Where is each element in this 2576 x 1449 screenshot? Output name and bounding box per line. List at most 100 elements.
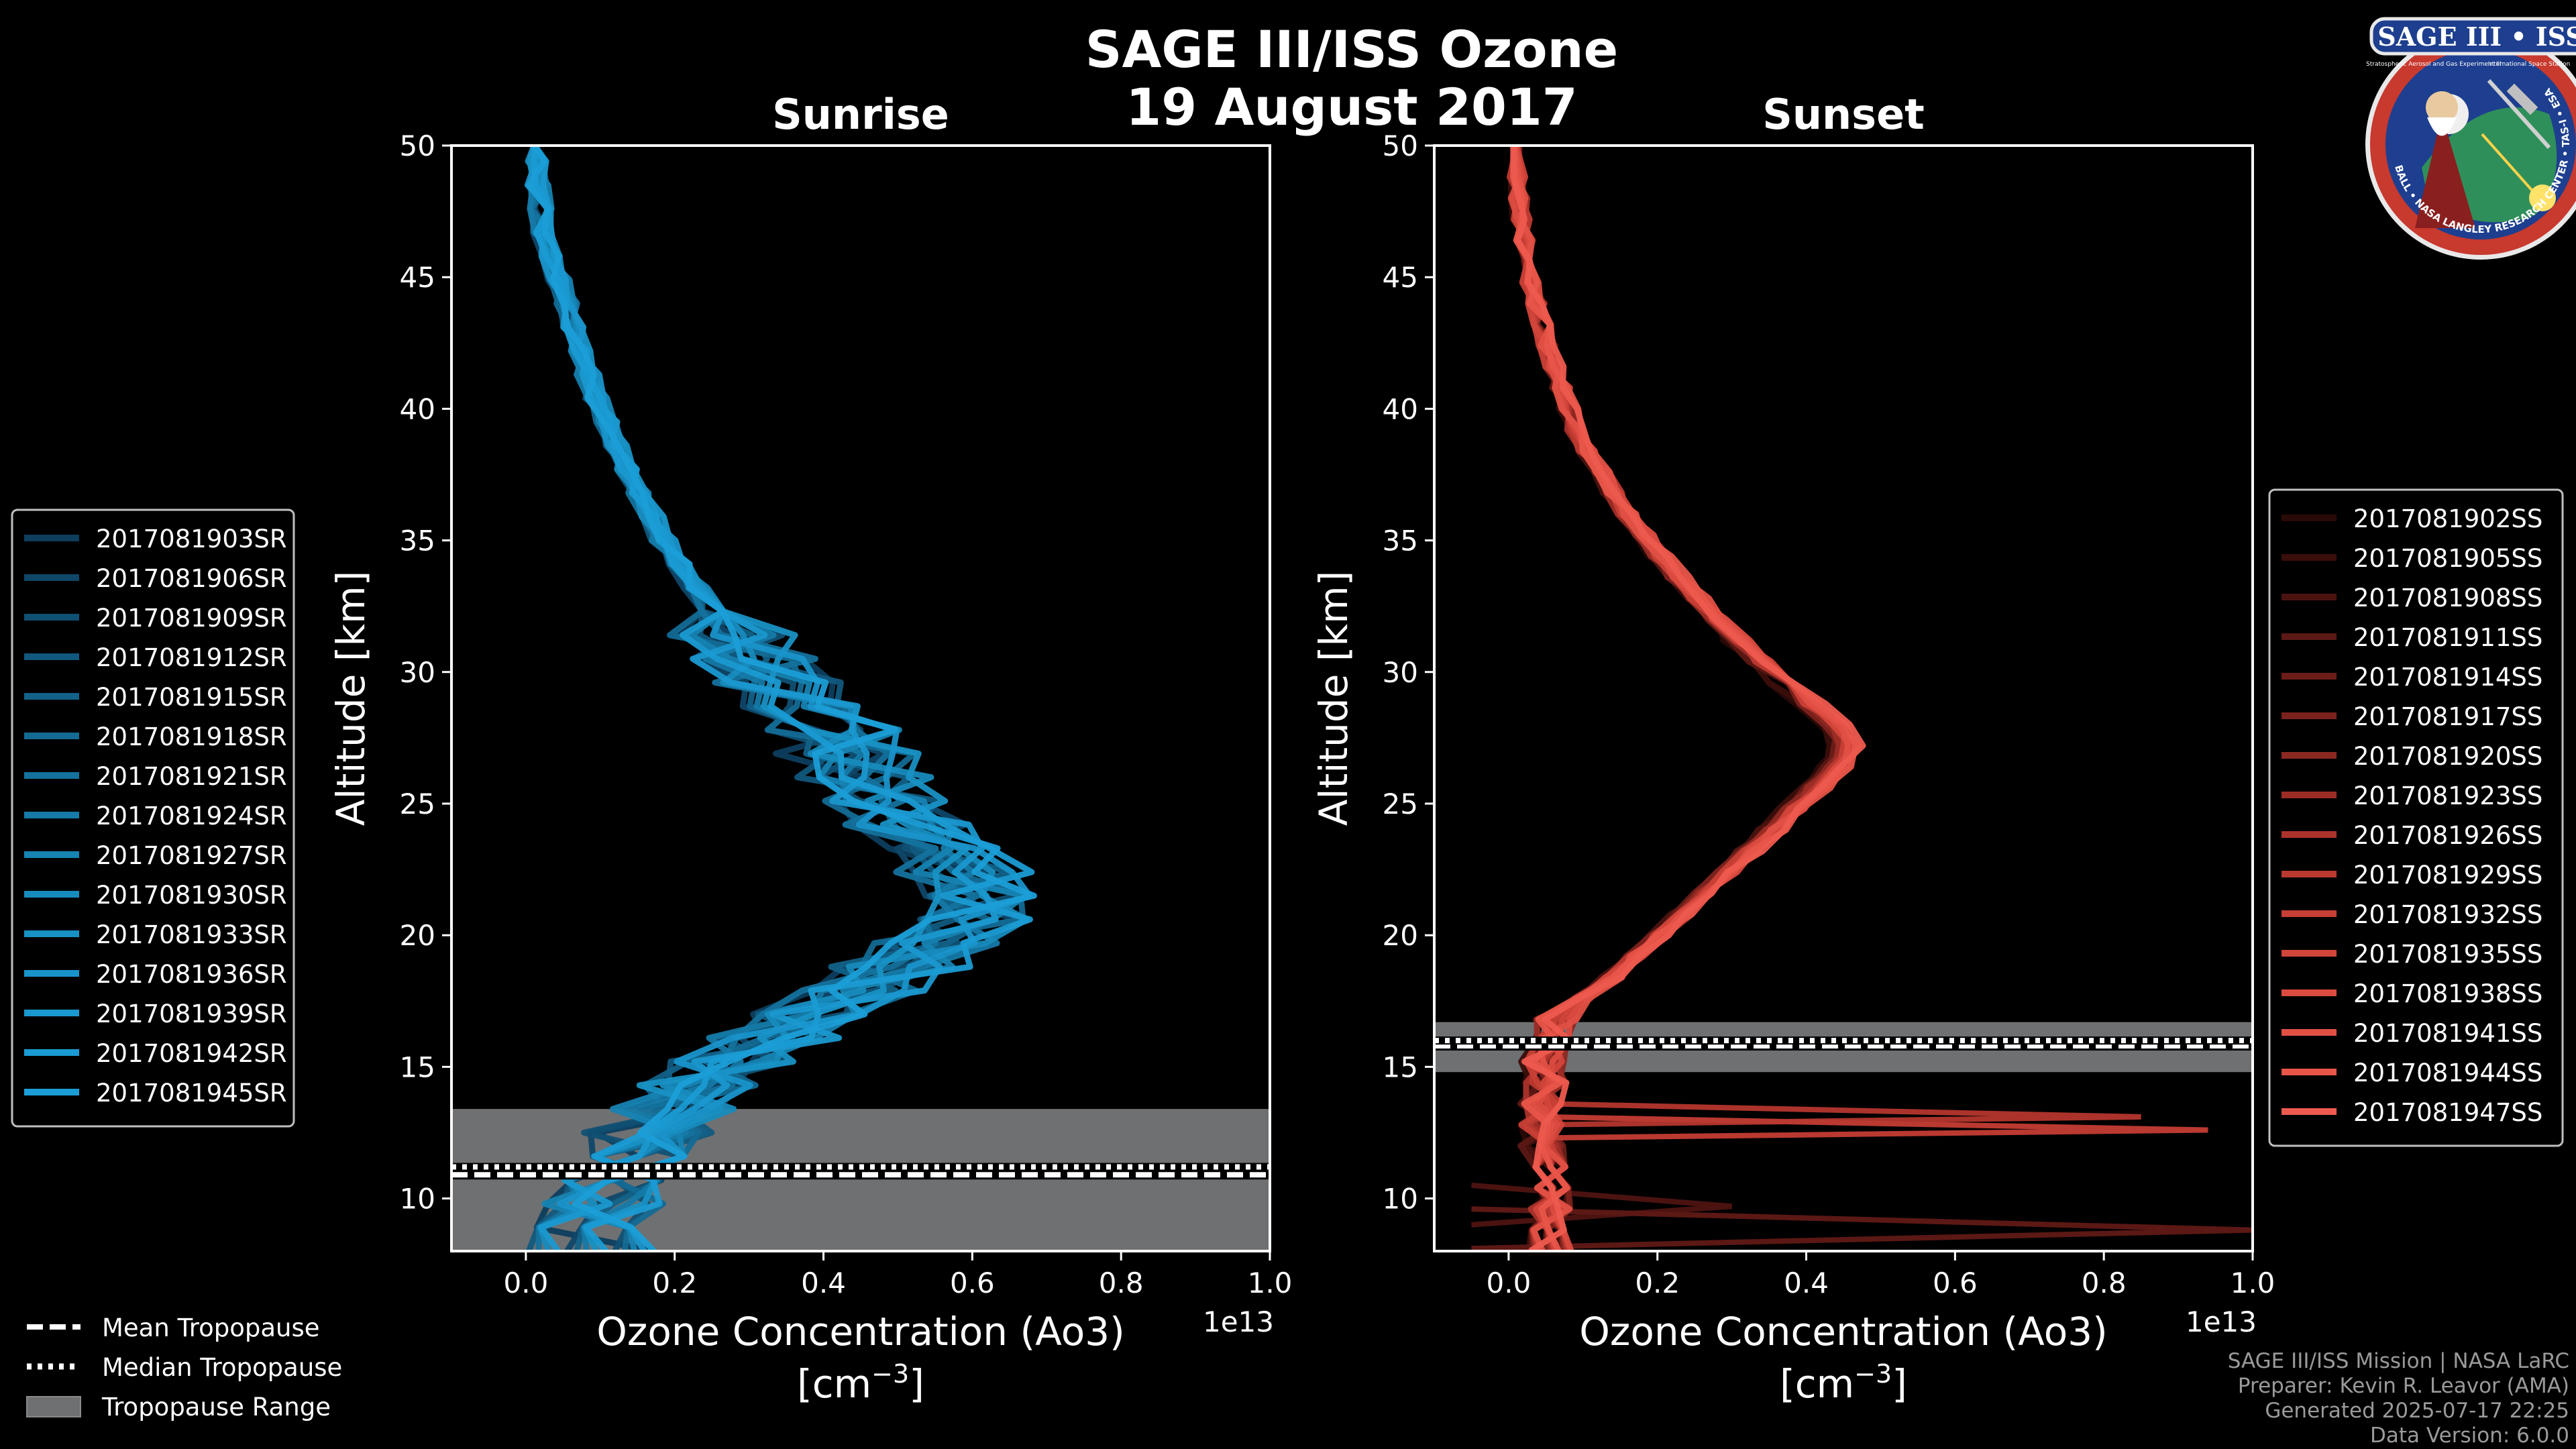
tropopause-range-swatch [26, 1396, 81, 1417]
sunrise-ytick-label-6: 40 [400, 392, 435, 425]
sunset-ytick-label-1: 15 [1383, 1051, 1418, 1083]
sunset-legend-label-2017081908SS: 2017081908SS [2353, 584, 2542, 612]
figure-subtitle: 19 August 2017 [1126, 77, 1577, 137]
sunset-ytick-label-3: 25 [1383, 788, 1418, 820]
logo-small-left: Stratospheric Aerosol and Gas Experiment… [2366, 61, 2502, 68]
sunrise-legend-label-2017081942SR: 2017081942SR [96, 1039, 287, 1068]
sunrise-legend: 2017081903SR 2017081906SR 2017081909SR 2017… [11, 508, 295, 1128]
sunset-xunits-exp: −3 [1854, 1359, 1892, 1389]
sunrise-legend-label-2017081909SR: 2017081909SR [96, 604, 287, 633]
sunrise-legend-label-2017081921SR: 2017081921SR [96, 762, 287, 791]
sunrise-xunits-close: ] [909, 1361, 924, 1407]
sunrise-legend-label-2017081903SR: 2017081903SR [96, 525, 287, 553]
sunrise-legend-label-2017081933SR: 2017081933SR [96, 920, 287, 949]
sunset-xlabel: Ozone Concentration (Ao3) [1579, 1309, 2108, 1354]
sunset-panel: Sunset 0.0 0.2 0.4 0.6 0.8 1.0 10 15 20 25 30 35 40 45… [1311, 90, 2564, 1407]
credit-generated: Generated 2025-07-17 22:25 [2265, 1399, 2569, 1423]
sunset-series-line-2017081932SS [1511, 146, 1849, 1251]
sunset-xunits-base: [cm [1780, 1361, 1854, 1407]
sunrise-legend-label-2017081936SR: 2017081936SR [96, 960, 287, 989]
sunrise-legend-label-2017081927SR: 2017081927SR [96, 841, 287, 870]
sunset-xtick-label-0: 0.0 [1487, 1267, 1532, 1299]
sunset-legend-box [2268, 488, 2564, 1147]
sunrise-series-group [524, 146, 1037, 1251]
sunrise-xunits-base: [cm [797, 1361, 871, 1407]
sunrise-xlabel: Ozone Concentration (Ao3) [596, 1309, 1125, 1354]
sunrise-panel: Sunrise 0.0 0.2 0.4 0.6 0.8 1.0 10 15 20 25 30 35 40 4… [11, 90, 1293, 1407]
sunset-panel-title: Sunset [1762, 90, 1925, 139]
sunset-legend-label-2017081914SS: 2017081914SS [2353, 663, 2542, 692]
sunset-legend-label-2017081938SS: 2017081938SS [2353, 979, 2542, 1008]
sunrise-legend-label-2017081945SR: 2017081945SR [96, 1079, 287, 1108]
sunset-legend-label-2017081905SS: 2017081905SS [2353, 544, 2542, 573]
sunrise-ytick-label-0: 10 [400, 1183, 435, 1216]
sunset-xtick-label-4: 0.8 [2082, 1267, 2127, 1299]
sunset-series-spike-2017081929SS [1546, 1114, 2208, 1141]
sunrise-xtick-label-3: 0.6 [950, 1267, 995, 1299]
sunset-xtick-label-2: 0.4 [1784, 1267, 1829, 1299]
sunset-xtick-label-1: 0.2 [1635, 1267, 1680, 1299]
figure-title: SAGE III/ISS Ozone [1085, 19, 1618, 79]
credit-mission: SAGE III/ISS Mission | NASA LaRC [2228, 1349, 2569, 1373]
sunrise-xtick-label-5: 1.0 [1248, 1267, 1293, 1299]
sunrise-legend-label-2017081939SR: 2017081939SR [96, 1000, 287, 1028]
sunset-legend-label-2017081941SS: 2017081941SS [2353, 1019, 2542, 1048]
sunset-ytick-label-0: 10 [1383, 1183, 1418, 1216]
sunset-ytick-label-4: 30 [1383, 656, 1418, 689]
sunrise-legend-box [11, 508, 295, 1128]
sunrise-ytick-label-5: 35 [400, 525, 435, 557]
sunset-legend-label-2017081902SS: 2017081902SS [2353, 504, 2542, 533]
tropopause-range-label: Tropopause Range [101, 1393, 331, 1421]
sunset-legend-label-2017081944SS: 2017081944SS [2353, 1059, 2542, 1087]
logo-small-right: International Space Station [2488, 61, 2571, 68]
sunset-ylabel: Altitude [km] [1311, 571, 1356, 826]
sunrise-axes-frame [450, 144, 1271, 1252]
sunrise-panel-title: Sunrise [772, 90, 949, 139]
sunset-axes-frame [1433, 144, 2254, 1252]
sunset-series-group [1471, 146, 2253, 1251]
sunrise-series-line-2017081936SR [524, 146, 1033, 1251]
sunset-legend-label-2017081947SS: 2017081947SS [2353, 1098, 2542, 1127]
credit-data-version: Data Version: 6.0.0 [2370, 1424, 2569, 1448]
sunset-legend: 2017081902SS 2017081905SS 2017081908SS 2017… [2268, 488, 2564, 1147]
credit-preparer: Preparer: Kevin R. Leavor (AMA) [2238, 1374, 2569, 1398]
sunset-legend-label-2017081929SS: 2017081929SS [2353, 861, 2542, 890]
sunset-xtick-label-3: 0.6 [1933, 1267, 1978, 1299]
sunset-ytick-label-6: 40 [1383, 392, 1418, 425]
sunrise-xtick-label-1: 0.2 [652, 1267, 697, 1299]
sunset-legend-label-2017081911SS: 2017081911SS [2353, 623, 2542, 652]
sunrise-xtick-label-0: 0.0 [504, 1267, 549, 1299]
tropopause-legend: Mean Tropopause Median Tropopause Tropop… [26, 1313, 342, 1421]
credits: SAGE III/ISS Mission | NASA LaRC Prepare… [2228, 1349, 2569, 1448]
sunrise-ytick-label-3: 25 [400, 788, 435, 820]
sunset-legend-label-2017081935SS: 2017081935SS [2353, 940, 2542, 969]
sunrise-x-scale-label: 1e13 [1203, 1305, 1274, 1338]
sunset-legend-label-2017081920SS: 2017081920SS [2353, 742, 2542, 771]
sunrise-ytick-label-1: 15 [400, 1051, 435, 1083]
sunrise-legend-label-2017081918SR: 2017081918SR [96, 722, 287, 751]
sunrise-xunits: [cm−3] [797, 1359, 924, 1407]
sunrise-ytick-label-4: 30 [400, 656, 435, 689]
sunrise-ytick-label-2: 20 [400, 919, 435, 952]
sunrise-ylabel: Altitude [km] [328, 571, 374, 826]
median-tropopause-label: Median Tropopause [102, 1353, 342, 1382]
sunrise-ytick-label-8: 50 [400, 129, 435, 162]
sunset-xunits-close: ] [1892, 1361, 1907, 1407]
sunset-legend-label-2017081923SS: 2017081923SS [2353, 782, 2542, 810]
sunset-legend-label-2017081917SS: 2017081917SS [2353, 702, 2542, 731]
sunset-ytick-label-2: 20 [1383, 919, 1418, 952]
sunrise-legend-label-2017081912SR: 2017081912SR [96, 643, 287, 672]
sunset-legend-label-2017081932SS: 2017081932SS [2353, 900, 2542, 929]
sunset-series-spike-2017081911SS [1471, 1206, 2253, 1251]
sunrise-xtick-label-4: 0.8 [1099, 1267, 1144, 1299]
sunset-x-scale-label: 1e13 [2186, 1305, 2257, 1338]
sage-iss-logo: SAGE III • ISS Stratospheric Aerosol and… [2365, 17, 2576, 260]
sunrise-ytick-label-7: 45 [400, 261, 435, 294]
sunrise-series-line-2017081945SR [526, 146, 1037, 1251]
sunrise-legend-label-2017081930SR: 2017081930SR [96, 881, 287, 910]
sunset-xtick-label-5: 1.0 [2231, 1267, 2275, 1299]
mean-tropopause-label: Mean Tropopause [102, 1313, 320, 1342]
sunset-legend-label-2017081926SS: 2017081926SS [2353, 821, 2542, 850]
sunrise-xunits-exp: −3 [871, 1359, 909, 1389]
